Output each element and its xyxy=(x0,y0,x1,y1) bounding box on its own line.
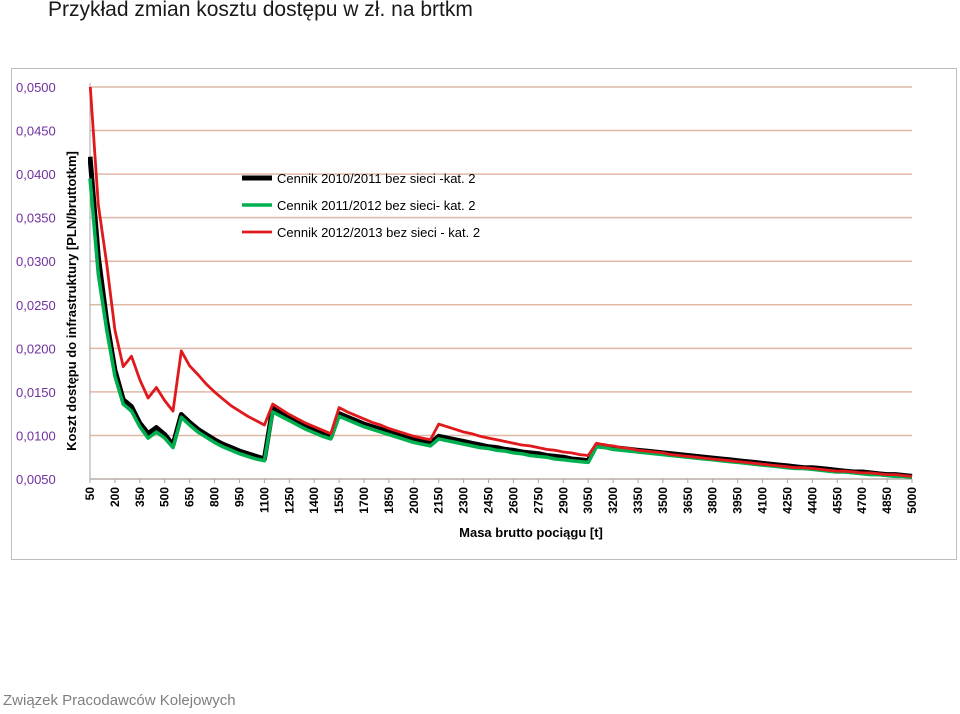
x-tick-label: 4550 xyxy=(830,487,844,514)
x-tick-label: 1400 xyxy=(307,487,321,514)
x-tick-label: 3650 xyxy=(681,487,695,514)
legend-label-3: Cennik 2012/2013 bez sieci - kat. 2 xyxy=(277,225,480,240)
x-tick-label: 2900 xyxy=(556,487,570,514)
x-tick-label: 800 xyxy=(208,487,222,507)
x-tick-label: 4250 xyxy=(780,487,794,514)
y-tick-label: 0,0100 xyxy=(16,428,56,443)
y-tick-label: 0,0400 xyxy=(16,167,56,182)
x-tick-label: 4700 xyxy=(855,487,869,514)
y-tick-label: 0,0050 xyxy=(16,472,56,487)
x-tick-label: 50 xyxy=(83,487,97,501)
legend-label-1: Cennik 2010/2011 bez sieci -kat. 2 xyxy=(277,171,476,186)
chart-frame: 0,0500 0,0450 0,0400 0,0350 0,0300 0,0250 0,02… xyxy=(11,68,957,560)
x-tick-label: 3800 xyxy=(706,487,720,514)
x-tick-label: 3200 xyxy=(606,487,620,514)
y-tick-label: 0,0250 xyxy=(16,298,56,313)
x-tick-label: 3950 xyxy=(731,487,745,514)
x-tick-label: 2300 xyxy=(457,487,471,514)
x-tick-label: 2150 xyxy=(432,487,446,514)
x-tick-label: 1850 xyxy=(382,487,396,514)
y-tick-label: 0,0200 xyxy=(16,341,56,356)
y-tick-label: 0,0500 xyxy=(16,80,56,95)
x-tick-label: 650 xyxy=(183,487,197,507)
footer-text: Związek Pracodawców Kolejowych xyxy=(3,692,236,709)
x-tick-label: 4850 xyxy=(880,487,894,514)
slide-title: Przykład zmian kosztu dostępu w zł. na b… xyxy=(48,0,473,21)
x-tick-label: 200 xyxy=(108,487,122,507)
x-tick-label: 3050 xyxy=(581,487,595,514)
y-tick-label: 0,0300 xyxy=(16,254,56,269)
y-axis-title: Koszt dostępu do infrastruktury [PLN/bru… xyxy=(64,151,79,451)
series-line-3 xyxy=(88,87,913,478)
series-line-2 xyxy=(88,178,913,480)
x-tick-label: 1700 xyxy=(357,487,371,514)
x-tick-label: 3500 xyxy=(656,487,670,514)
x-tick-label: 2450 xyxy=(482,487,496,514)
x-tick-label: 2750 xyxy=(531,487,545,514)
x-tick-label: 1550 xyxy=(332,487,346,514)
x-tick-label: 500 xyxy=(158,487,172,507)
series-line-1 xyxy=(88,156,913,479)
y-tick-label: 0,0150 xyxy=(16,385,56,400)
y-tick-label: 0,0350 xyxy=(16,211,56,226)
x-tick-label: 4400 xyxy=(805,487,819,514)
x-tick-label: 950 xyxy=(232,487,246,507)
x-tick-label: 3350 xyxy=(631,487,645,514)
x-tick-label: 1100 xyxy=(257,487,271,513)
y-tick-label: 0,0450 xyxy=(16,124,56,139)
line-chart: 0,0500 0,0450 0,0400 0,0350 0,0300 0,0250 0,02… xyxy=(16,80,919,540)
x-tick-label: 350 xyxy=(133,487,147,507)
x-tick-label: 4100 xyxy=(756,487,770,514)
x-tick-label: 5000 xyxy=(905,487,919,514)
x-tick-label: 2600 xyxy=(506,487,520,514)
legend-label-2: Cennik 2011/2012 bez sieci- kat. 2 xyxy=(277,198,476,213)
x-tick-label: 2000 xyxy=(407,487,421,514)
x-axis-title: Masa brutto pociągu [t] xyxy=(459,525,603,540)
x-tick-label: 1250 xyxy=(282,487,296,514)
